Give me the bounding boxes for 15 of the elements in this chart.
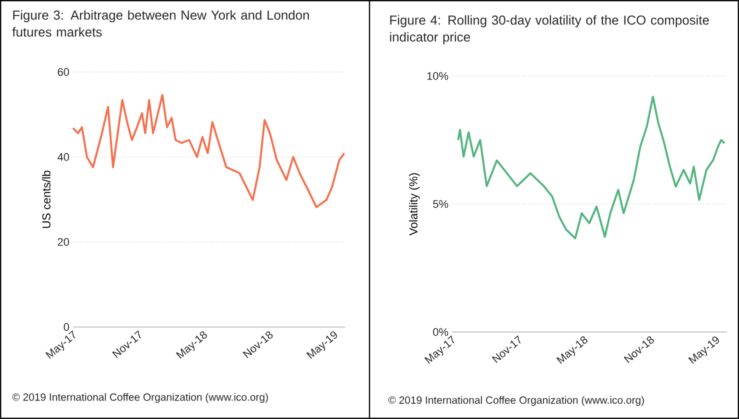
text: © 2019 International Coffee Organization (www.ico.org) <box>12 393 268 403</box>
chart-title: Figure 4: Rolling 30-day volatility of the ICO composite indicator price <box>390 15 709 44</box>
y-tick-label: 20 <box>58 238 70 246</box>
y-tick-label: 0% <box>433 328 448 336</box>
y-tick-label: 0 <box>64 323 70 331</box>
line-series <box>457 96 726 240</box>
y-tick-label: 10% <box>427 72 448 80</box>
y-axis-title: Volatility (%) <box>409 173 420 236</box>
y-tick-label: 40 <box>58 153 70 161</box>
y-tick-label: 60 <box>58 68 70 76</box>
y-tick-label: 5% <box>433 200 448 208</box>
line-series <box>72 94 346 208</box>
chart-title: Figure 3: Arbitrage between New York and London futures markets <box>12 10 309 37</box>
text: © 2019 International Coffee Organization (www.ico.org) <box>388 396 644 406</box>
y-axis-title: US cents/lb <box>42 170 50 228</box>
